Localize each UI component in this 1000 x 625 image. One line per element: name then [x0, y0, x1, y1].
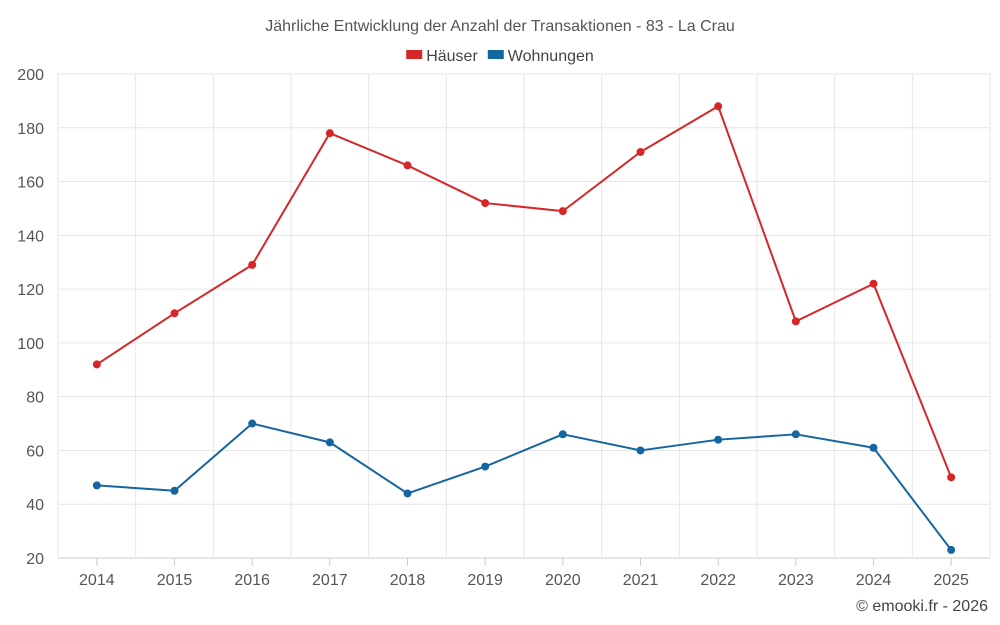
- x-tick-label: 2021: [623, 572, 659, 589]
- x-tick-label: 2018: [390, 572, 426, 589]
- data-point-haeuser: [636, 147, 645, 156]
- data-point-wohnungen: [947, 545, 956, 554]
- data-point-wohnungen: [791, 430, 800, 439]
- data-point-haeuser: [248, 260, 257, 269]
- x-tick-label: 2024: [856, 572, 892, 589]
- y-tick-label: 100: [17, 336, 44, 353]
- credit-text: © emooki.fr - 2026: [856, 598, 988, 615]
- y-tick-label: 180: [17, 121, 44, 138]
- series-line-wohnungen: [96, 422, 952, 551]
- x-tick-label: 2016: [234, 572, 270, 589]
- data-point-haeuser: [403, 161, 412, 170]
- x-tick-label: 2017: [312, 572, 348, 589]
- y-tick-label: 200: [17, 67, 44, 84]
- data-point-wohnungen: [403, 489, 412, 498]
- data-point-wohnungen: [558, 430, 567, 439]
- data-point-wohnungen: [92, 481, 101, 490]
- x-tick-label: 2015: [157, 572, 193, 589]
- legend-item[interactable]: Häuser: [406, 48, 478, 65]
- y-tick-label: 160: [17, 175, 44, 192]
- data-point-haeuser: [325, 129, 334, 138]
- y-tick-label: 20: [26, 551, 44, 568]
- y-tick-label: 140: [17, 228, 44, 245]
- chart-title: Jährliche Entwicklung der Anzahl der Tra…: [265, 18, 735, 35]
- y-tick-label: 60: [26, 443, 44, 460]
- y-tick-label: 80: [26, 390, 44, 407]
- x-tick-label: 2020: [545, 572, 581, 589]
- series-group: [92, 102, 956, 554]
- x-tick-label: 2022: [700, 572, 736, 589]
- x-tick-label: 2014: [79, 572, 115, 589]
- y-tick-label: 120: [17, 282, 44, 299]
- legend-label: Häuser: [426, 48, 478, 65]
- data-point-haeuser: [92, 360, 101, 369]
- data-point-wohnungen: [869, 443, 878, 452]
- data-point-wohnungen: [248, 419, 257, 428]
- data-point-wohnungen: [170, 486, 179, 495]
- legend-label: Wohnungen: [508, 48, 594, 65]
- legend-swatch: [406, 50, 423, 59]
- data-point-haeuser: [869, 279, 878, 288]
- data-point-wohnungen: [714, 435, 723, 444]
- x-tick-label: 2025: [933, 572, 969, 589]
- legend: Häuser Wohnungen: [406, 48, 594, 65]
- y-axis: 20 40 60 80 100 120 140 160 180 200: [17, 67, 44, 568]
- data-point-wohnungen: [636, 446, 645, 455]
- data-point-haeuser: [714, 102, 723, 111]
- data-point-haeuser: [170, 309, 179, 318]
- data-point-haeuser: [558, 207, 567, 216]
- y-tick-label: 40: [26, 497, 44, 514]
- x-axis: 2014 2015 2016 2017 2018 2019 2020 2021 2022 2023…: [79, 558, 969, 589]
- x-tick-label: 2019: [467, 572, 503, 589]
- legend-item[interactable]: Wohnungen: [487, 48, 594, 65]
- x-tick-label: 2023: [778, 572, 814, 589]
- series-line-haeuser: [96, 105, 953, 478]
- data-point-haeuser: [481, 199, 490, 208]
- data-point-haeuser: [947, 473, 956, 482]
- data-point-wohnungen: [325, 438, 334, 447]
- grid: [57, 73, 991, 559]
- legend-swatch: [487, 50, 504, 59]
- data-point-haeuser: [791, 317, 800, 326]
- data-point-wohnungen: [481, 462, 490, 471]
